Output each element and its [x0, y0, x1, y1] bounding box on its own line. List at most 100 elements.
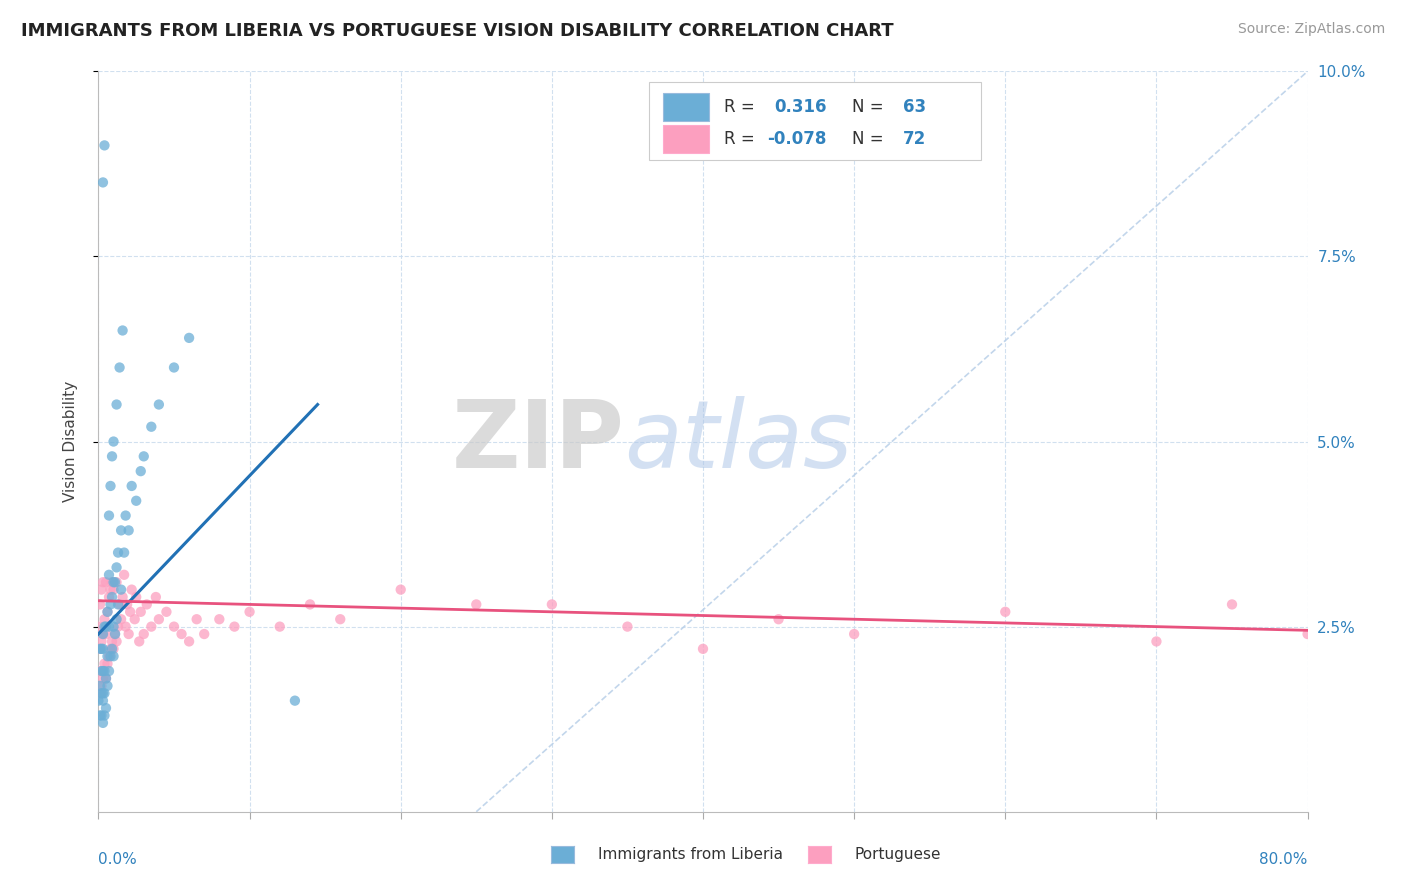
Point: [100, 479, 122, 493]
Text: N =: N =: [852, 98, 883, 116]
Point: [100, 582, 122, 597]
Point: [96, 649, 118, 664]
Y-axis label: Vision Disability: Vision Disability: [63, 381, 77, 502]
Text: atlas: atlas: [624, 396, 852, 487]
Point: [118, 627, 141, 641]
Text: Source: ZipAtlas.com: Source: ZipAtlas.com: [1237, 22, 1385, 37]
Point: [179, 331, 201, 345]
Point: [141, 619, 163, 633]
Point: [118, 524, 141, 538]
Point: [98, 567, 121, 582]
Point: [93, 664, 115, 678]
Point: [103, 582, 125, 597]
Point: [91, 715, 114, 730]
Point: [114, 508, 136, 523]
Point: [96, 679, 118, 693]
Point: [101, 450, 124, 464]
Point: [389, 582, 412, 597]
Point: [105, 634, 128, 648]
Point: [105, 575, 128, 590]
Point: [112, 545, 135, 560]
Point: [692, 641, 714, 656]
Point: [105, 612, 128, 626]
Text: Immigrants from Liberia: Immigrants from Liberia: [598, 847, 783, 862]
Point: [768, 612, 790, 626]
Point: [145, 590, 167, 604]
Point: [111, 324, 134, 338]
Point: [299, 598, 322, 612]
Text: ZIP: ZIP: [451, 395, 624, 488]
FancyBboxPatch shape: [648, 82, 981, 161]
Point: [104, 575, 127, 590]
Point: [170, 627, 193, 641]
Point: [111, 590, 134, 604]
Point: [121, 582, 143, 597]
Text: 0.0%: 0.0%: [98, 853, 138, 867]
Point: [90, 679, 112, 693]
Point: [87, 619, 110, 633]
Point: [1220, 598, 1243, 612]
Point: [94, 619, 117, 633]
Text: 72: 72: [903, 129, 925, 148]
Point: [93, 657, 115, 671]
Point: [110, 612, 132, 626]
Point: [148, 398, 170, 412]
Point: [1144, 634, 1167, 648]
Point: [148, 612, 170, 626]
Point: [87, 694, 110, 708]
Point: [112, 567, 135, 582]
Point: [90, 634, 112, 648]
Point: [107, 598, 129, 612]
Point: [93, 708, 115, 723]
Point: [110, 582, 132, 597]
Point: [108, 598, 131, 612]
Point: [616, 619, 638, 633]
Point: [94, 672, 117, 686]
Point: [91, 664, 114, 678]
Point: [135, 598, 157, 612]
Point: [87, 664, 110, 678]
Point: [89, 708, 111, 723]
Point: [540, 598, 562, 612]
Point: [101, 634, 124, 648]
Point: [269, 619, 291, 633]
Point: [103, 434, 125, 449]
Point: [284, 694, 307, 708]
Point: [91, 641, 114, 656]
Point: [224, 619, 246, 633]
Point: [98, 649, 121, 664]
Text: N =: N =: [852, 129, 883, 148]
Text: R =: R =: [724, 98, 754, 116]
Point: [108, 360, 131, 375]
Point: [96, 657, 118, 671]
Point: [103, 619, 125, 633]
Point: [132, 450, 155, 464]
Point: [107, 619, 129, 633]
Point: [89, 686, 111, 700]
Point: [98, 508, 121, 523]
Point: [115, 598, 138, 612]
Point: [91, 627, 114, 641]
Point: [101, 590, 124, 604]
Point: [94, 627, 117, 641]
Point: [193, 627, 215, 641]
Point: [90, 664, 112, 678]
Point: [114, 619, 136, 633]
Point: [93, 612, 115, 626]
Point: [101, 641, 124, 656]
Text: Portuguese: Portuguese: [855, 847, 942, 862]
Point: [91, 672, 114, 686]
Point: [91, 627, 114, 641]
Point: [100, 649, 122, 664]
Point: [155, 605, 177, 619]
Point: [91, 694, 114, 708]
FancyBboxPatch shape: [664, 93, 709, 121]
Point: [329, 612, 352, 626]
Point: [103, 575, 125, 590]
Point: [89, 641, 111, 656]
Text: 0.316: 0.316: [775, 98, 827, 116]
FancyBboxPatch shape: [664, 125, 709, 153]
Point: [90, 582, 112, 597]
Point: [100, 641, 122, 656]
Point: [104, 627, 127, 641]
